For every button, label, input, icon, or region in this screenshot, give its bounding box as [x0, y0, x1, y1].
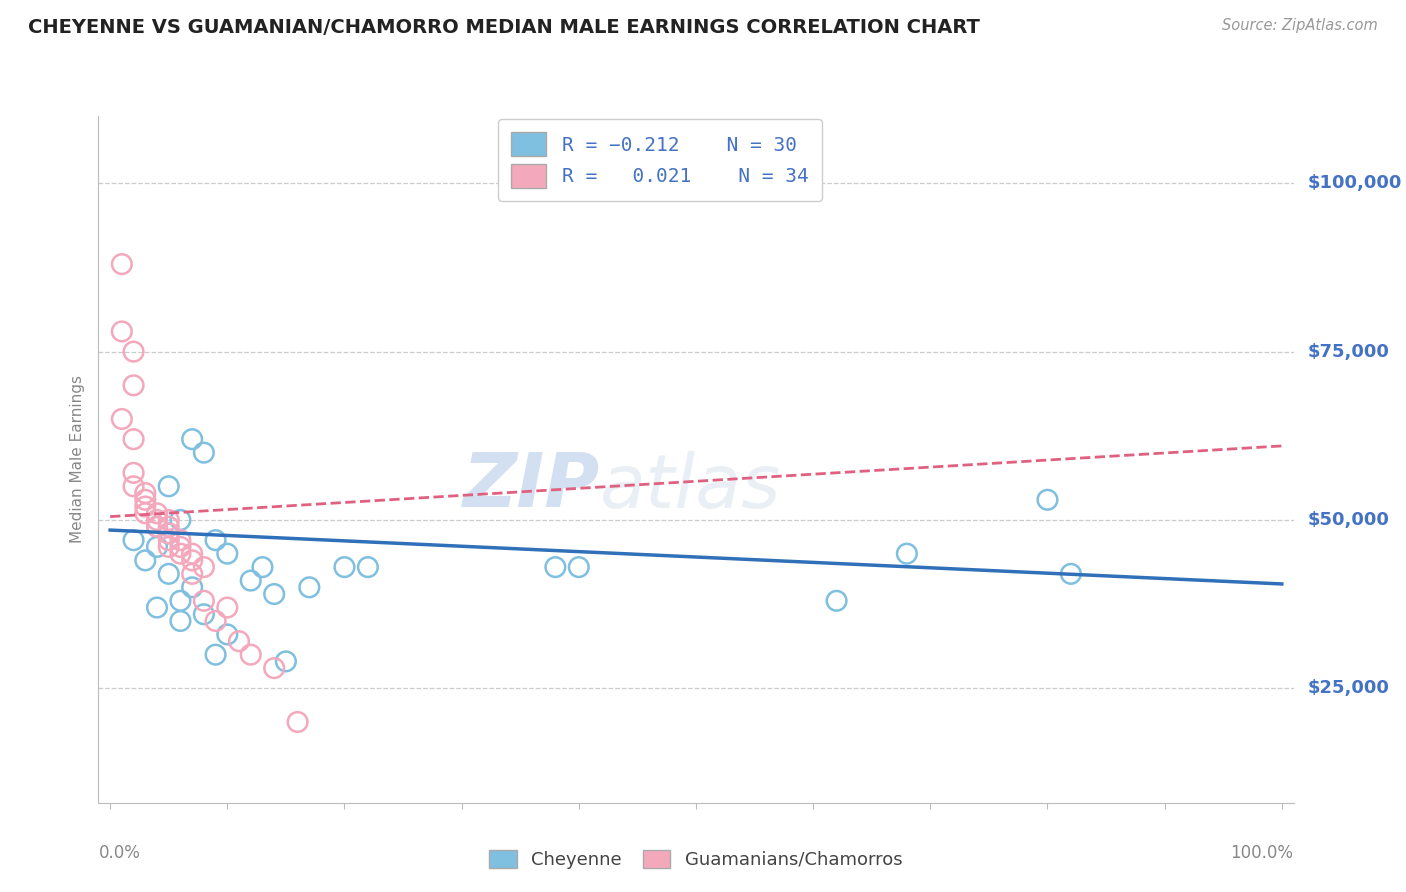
- Point: [122, 378, 145, 392]
- Point: [134, 553, 156, 567]
- Point: [169, 547, 191, 561]
- Point: [181, 432, 204, 446]
- Point: [239, 648, 262, 662]
- Text: Source: ZipAtlas.com: Source: ZipAtlas.com: [1222, 18, 1378, 33]
- Point: [157, 526, 180, 541]
- Point: [896, 547, 918, 561]
- Point: [157, 479, 180, 493]
- Point: [217, 547, 239, 561]
- Point: [193, 560, 215, 574]
- Text: 100.0%: 100.0%: [1230, 844, 1294, 862]
- Point: [122, 432, 145, 446]
- Point: [544, 560, 567, 574]
- Legend: Cheyenne, Guamanians/Chamorros: Cheyenne, Guamanians/Chamorros: [482, 842, 910, 876]
- Point: [263, 661, 285, 675]
- Point: [169, 533, 191, 548]
- Text: $100,000: $100,000: [1308, 174, 1402, 193]
- Point: [157, 566, 180, 581]
- Point: [146, 519, 169, 533]
- Point: [111, 257, 134, 271]
- Point: [169, 540, 191, 554]
- Point: [134, 486, 156, 500]
- Point: [157, 513, 180, 527]
- Point: [568, 560, 591, 574]
- Point: [169, 594, 191, 608]
- Point: [111, 325, 134, 339]
- Point: [122, 344, 145, 359]
- Point: [825, 594, 848, 608]
- Point: [181, 547, 204, 561]
- Point: [169, 614, 191, 628]
- Text: ZIP: ZIP: [463, 450, 600, 524]
- Point: [298, 580, 321, 594]
- Point: [157, 540, 180, 554]
- Point: [122, 479, 145, 493]
- Point: [157, 519, 180, 533]
- Point: [193, 607, 215, 622]
- Point: [181, 580, 204, 594]
- Point: [157, 533, 180, 548]
- Point: [134, 500, 156, 514]
- Point: [204, 614, 226, 628]
- Point: [134, 492, 156, 507]
- Text: 0.0%: 0.0%: [98, 844, 141, 862]
- Point: [146, 519, 169, 533]
- Point: [181, 553, 204, 567]
- Point: [122, 533, 145, 548]
- Point: [146, 540, 169, 554]
- Text: $25,000: $25,000: [1308, 680, 1389, 698]
- Point: [239, 574, 262, 588]
- Point: [157, 526, 180, 541]
- Point: [193, 445, 215, 459]
- Point: [357, 560, 380, 574]
- Point: [134, 506, 156, 520]
- Point: [252, 560, 274, 574]
- Point: [1060, 566, 1083, 581]
- Point: [1036, 492, 1059, 507]
- Text: CHEYENNE VS GUAMANIAN/CHAMORRO MEDIAN MALE EARNINGS CORRELATION CHART: CHEYENNE VS GUAMANIAN/CHAMORRO MEDIAN MA…: [28, 18, 980, 37]
- Point: [146, 506, 169, 520]
- Point: [193, 594, 215, 608]
- Point: [263, 587, 285, 601]
- Point: [169, 513, 191, 527]
- Point: [217, 627, 239, 641]
- Point: [204, 648, 226, 662]
- Point: [146, 600, 169, 615]
- Point: [181, 566, 204, 581]
- Point: [122, 466, 145, 480]
- Text: $50,000: $50,000: [1308, 511, 1389, 529]
- Point: [287, 714, 309, 729]
- Point: [111, 412, 134, 426]
- Point: [217, 600, 239, 615]
- Point: [204, 533, 226, 548]
- Y-axis label: Median Male Earnings: Median Male Earnings: [70, 376, 86, 543]
- Text: $75,000: $75,000: [1308, 343, 1389, 360]
- Text: atlas: atlas: [600, 450, 782, 523]
- Point: [274, 654, 297, 668]
- Point: [333, 560, 356, 574]
- Point: [146, 513, 169, 527]
- Point: [228, 634, 250, 648]
